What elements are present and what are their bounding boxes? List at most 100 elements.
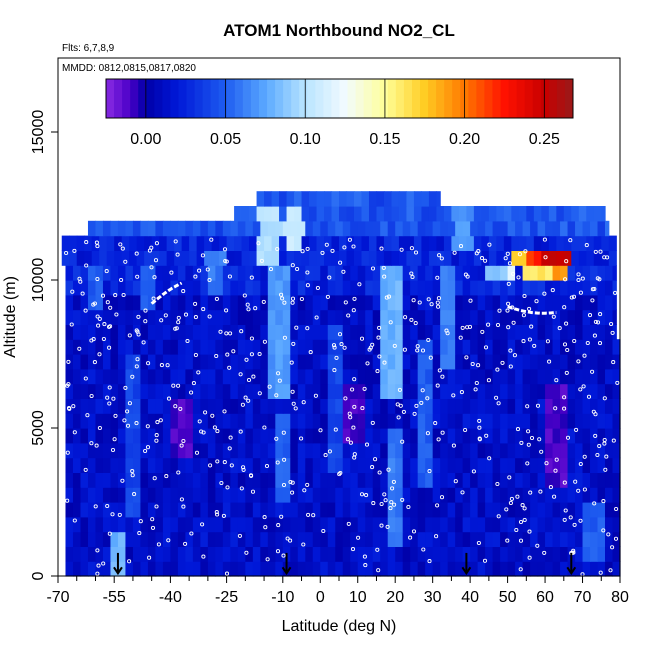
heatmap-cell: [132, 531, 142, 547]
heatmap-cell: [357, 442, 366, 459]
heatmap-cell: [237, 472, 246, 488]
heatmap-cell: [537, 487, 546, 503]
heatmap-cell: [72, 339, 82, 355]
heatmap-cell: [267, 309, 276, 325]
heatmap-cell: [335, 561, 344, 577]
flight-track-point: [409, 246, 414, 251]
heatmap-cell: [365, 324, 374, 340]
flight-track-point: [125, 423, 131, 428]
heatmap-cell: [87, 413, 97, 429]
flight-track-point: [218, 329, 223, 334]
flight-track-point: [324, 242, 329, 247]
heatmap-cell: [402, 383, 411, 399]
heatmap-cell: [249, 206, 258, 222]
heatmap-cell: [473, 250, 482, 266]
heatmap-cell: [372, 265, 381, 281]
flight-track-point: [83, 467, 88, 472]
heatmap-cell: [590, 309, 599, 325]
heatmap-cell: [61, 235, 70, 251]
heatmap-cell: [567, 502, 576, 518]
heatmap-cell: [425, 457, 434, 473]
flight-track-point: [318, 428, 323, 433]
heatmap-cell: [335, 354, 344, 370]
heatmap-cell: [65, 487, 74, 503]
heatmap-cell: [132, 294, 142, 311]
heatmap-cell: [95, 531, 104, 547]
heatmap-cell: [95, 457, 104, 473]
heatmap-cell: [417, 442, 426, 459]
heatmap-cell: [372, 220, 381, 237]
heatmap-cell: [365, 561, 374, 577]
heatmap-cell: [597, 398, 606, 414]
heatmap-cell: [200, 324, 209, 340]
heatmap-cell: [125, 309, 134, 325]
heatmap-cell: [170, 516, 179, 533]
heatmap-cell: [590, 502, 599, 518]
heatmap-cell: [320, 502, 329, 518]
heatmap-cell: [402, 428, 411, 444]
heatmap-cell: [522, 502, 531, 518]
flight-track-point: [291, 401, 296, 406]
heatmap-cell: [350, 442, 359, 459]
flight-track-point: [210, 413, 215, 418]
heatmap-cell: [545, 309, 554, 325]
heatmap-cell: [147, 339, 157, 355]
heatmap-cell: [320, 339, 329, 355]
heatmap-cell: [582, 265, 591, 281]
heatmap-cell: [533, 250, 542, 266]
heatmap-cell: [125, 561, 134, 577]
heatmap-cell: [530, 531, 539, 547]
heatmap-cell: [215, 457, 224, 473]
flight-track-point: [127, 333, 132, 338]
heatmap-cell: [312, 294, 321, 311]
flight-track-point: [66, 359, 71, 364]
heatmap-cell: [612, 413, 621, 429]
heatmap-cell: [110, 265, 119, 281]
flight-track-point: [479, 256, 485, 261]
heatmap-cell: [110, 487, 119, 503]
heatmap-cell: [177, 398, 186, 414]
flight-track-point: [65, 498, 70, 503]
heatmap-cell: [455, 339, 464, 355]
heatmap-cell: [207, 516, 216, 533]
heatmap-cell: [177, 280, 186, 296]
heatmap-cell: [80, 502, 89, 518]
heatmap-cell: [365, 265, 374, 281]
heatmap-cell: [312, 531, 321, 547]
heatmap-cell: [207, 265, 216, 281]
heatmap-cell: [425, 561, 434, 577]
flight-track-point: [301, 400, 306, 405]
flight-track-point: [543, 255, 548, 260]
heatmap-cell: [245, 442, 254, 459]
heatmap-cell: [95, 442, 104, 459]
heatmap-cell: [406, 235, 415, 251]
flight-track-point: [194, 450, 200, 455]
flight-track-point: [222, 409, 227, 414]
flight-track-point: [597, 341, 603, 346]
heatmap-cell: [537, 324, 546, 340]
flight-track-point: [609, 321, 614, 327]
heatmap-cell: [192, 265, 201, 281]
heatmap-cell: [417, 280, 426, 296]
heatmap-cell: [485, 516, 494, 533]
heatmap-cell: [417, 398, 426, 414]
flight-track-point: [268, 267, 274, 272]
heatmap-cell: [237, 413, 246, 429]
flight-track-point: [238, 372, 243, 377]
flight-track-point: [201, 307, 206, 312]
colorbar-segment: [186, 79, 196, 118]
heatmap-cell: [290, 487, 299, 503]
heatmap-cell: [455, 220, 464, 237]
heatmap-cell: [260, 531, 269, 547]
heatmap-cell: [552, 368, 561, 385]
heatmap-cell: [237, 487, 246, 503]
heatmap-cell: [350, 383, 359, 399]
heatmap-cell: [590, 442, 599, 459]
flight-track-point: [371, 501, 376, 506]
heatmap-cell: [327, 354, 336, 370]
heatmap-cell: [305, 561, 314, 577]
heatmap-cell: [485, 502, 494, 518]
heatmap-cell: [312, 220, 321, 237]
heatmap-cell: [267, 472, 276, 488]
heatmap-cell: [331, 191, 340, 207]
